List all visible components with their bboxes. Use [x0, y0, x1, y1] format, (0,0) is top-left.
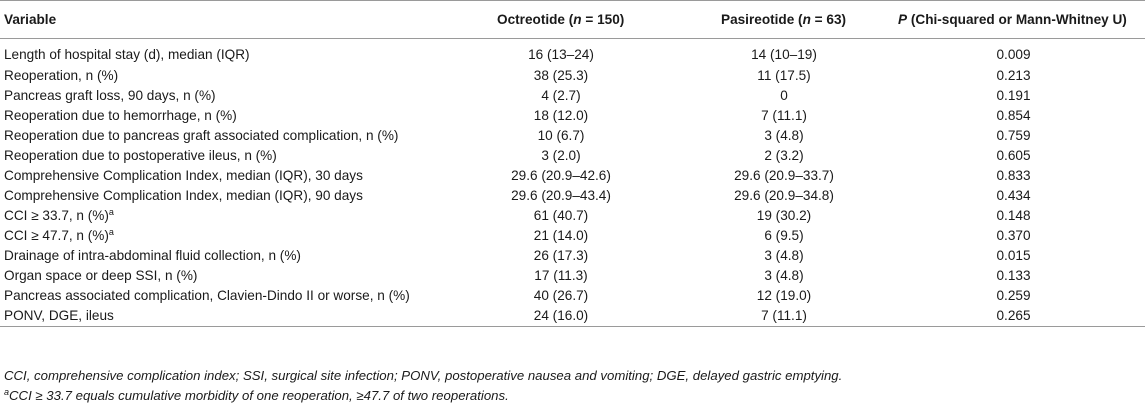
header-variable: Variable [0, 0, 436, 39]
table-row: Organ space or deep SSI, n (%) 17 (11.3) 3… [0, 265, 1145, 285]
cell-octreotide: 61 (40.7) [533, 207, 589, 223]
cell-variable: PONV, DGE, ileus [0, 305, 436, 327]
cell-variable: Drainage of intra-abdominal fluid collec… [0, 245, 436, 265]
variable-label: PONV, DGE, ileus [4, 308, 114, 323]
cell-variable: Comprehensive Complication Index, median… [0, 185, 436, 205]
variable-label: Comprehensive Complication Index, median… [4, 167, 363, 183]
cell-p-value: 0.259 [996, 287, 1031, 303]
footnote-marker: a [108, 206, 114, 217]
table-row: Comprehensive Complication Index, median… [0, 185, 1145, 205]
cell-octreotide: 38 (25.3) [533, 67, 589, 83]
cell-p-value: 0.191 [996, 87, 1031, 103]
cell-variable: Reoperation due to postoperative ileus, … [0, 145, 436, 165]
variable-label: Reoperation, n (%) [4, 67, 119, 83]
table-row: Reoperation due to postoperative ileus, … [0, 145, 1145, 165]
cell-p-value: 0.370 [996, 227, 1031, 243]
variable-label: Organ space or deep SSI, n (%) [4, 267, 198, 283]
cell-octreotide: 4 (2.7) [541, 87, 581, 103]
cell-p-value: 0.148 [996, 207, 1031, 223]
table-footnotes: CCI, comprehensive complication index; S… [4, 366, 842, 406]
cell-p-value: 0.213 [996, 67, 1031, 83]
cell-variable: Comprehensive Complication Index, median… [0, 165, 436, 185]
header-pasireotide: Pasireotide (n = 63) [686, 0, 882, 39]
cell-variable: Pancreas associated complication, Clavie… [0, 285, 436, 305]
cell-p-value: 0.009 [996, 47, 1031, 62]
footnote-a-text: CCI ≥ 33.7 equals cumulative morbidity o… [9, 388, 509, 403]
cell-pasireotide: 0 [780, 87, 788, 103]
cell-octreotide: 29.6 (20.9–43.4) [511, 187, 611, 203]
variable-label: Pancreas associated complication, Clavie… [4, 287, 410, 303]
cell-variable: Reoperation, n (%) [0, 65, 436, 85]
variable-label: Reoperation due to hemorrhage, n (%) [4, 107, 237, 123]
variable-label: CCI ≥ 33.7, n (%) [4, 207, 109, 223]
cell-p-value: 0.015 [996, 247, 1031, 263]
cell-p-value: 0.759 [996, 127, 1031, 143]
cell-pasireotide: 12 (19.0) [756, 287, 812, 303]
table-row: Pancreas associated complication, Clavie… [0, 285, 1145, 305]
cell-variable: CCI ≥ 47.7, n (%)a [0, 225, 436, 245]
table-row: Reoperation due to pancreas graft associ… [0, 125, 1145, 145]
variable-label: Comprehensive Complication Index, median… [4, 187, 363, 203]
cell-p-value: 0.854 [996, 107, 1031, 123]
variable-label: CCI ≥ 47.7, n (%) [4, 227, 109, 243]
table-header: Variable Octreotide (n = 150) Pasireotid… [0, 0, 1145, 39]
table-row: Reoperation due to hemorrhage, n (%) 18 (… [0, 105, 1145, 125]
table-row: Reoperation, n (%) 38 (25.3) 11 (17.5) 0.21… [0, 65, 1145, 85]
results-table: Variable Octreotide (n = 150) Pasireotid… [0, 0, 1145, 327]
header-row: Variable Octreotide (n = 150) Pasireotid… [0, 0, 1145, 39]
cell-pasireotide: 29.6 (20.9–33.7) [734, 167, 834, 183]
cell-pasireotide: 7 (11.1) [686, 305, 882, 327]
variable-label: Length of hospital stay (d), median (IQR… [4, 47, 250, 62]
cell-octreotide: 24 (16.0) [436, 305, 686, 327]
cell-p-value: 0.833 [996, 167, 1031, 183]
footnote-abbreviations: CCI, comprehensive complication index; S… [4, 368, 843, 383]
cell-pasireotide: 3 (4.8) [764, 247, 804, 263]
cell-octreotide: 10 (6.7) [537, 127, 585, 143]
cell-octreotide: 21 (14.0) [533, 227, 589, 243]
cell-pasireotide: 14 (10–19) [751, 47, 817, 62]
cell-octreotide: 18 (12.0) [533, 107, 589, 123]
cell-octreotide: 17 (11.3) [534, 267, 588, 283]
footnote-a: aCCI ≥ 33.7 equals cumulative morbidity … [4, 386, 842, 406]
cell-variable: Reoperation due to hemorrhage, n (%) [0, 105, 436, 125]
cell-pasireotide: 3 (4.8) [764, 267, 804, 283]
cell-pasireotide: 2 (3.2) [764, 147, 804, 163]
table-body: Length of hospital stay (d), median (IQR… [0, 39, 1145, 327]
cell-variable: Pancreas graft loss, 90 days, n (%) [0, 85, 436, 105]
table-row: PONV, DGE, ileus 24 (16.0) 7 (11.1) 0.265 [0, 305, 1145, 327]
footnote-marker: a [108, 226, 114, 237]
cell-pasireotide: 19 (30.2) [756, 207, 812, 223]
table-row: Length of hospital stay (d), median (IQR… [0, 39, 1145, 66]
cell-octreotide: 3 (2.0) [541, 147, 581, 163]
variable-label: Reoperation due to pancreas graft associ… [4, 127, 399, 143]
cell-pasireotide: 3 (4.8) [764, 127, 804, 143]
cell-pasireotide: 6 (9.5) [764, 227, 804, 243]
cell-p-value: 0.133 [996, 267, 1031, 283]
table-row: CCI ≥ 47.7, n (%)a 21 (14.0) 6 (9.5) 0.370 [0, 225, 1145, 245]
table-row: Comprehensive Complication Index, median… [0, 165, 1145, 185]
cell-octreotide: 16 (13–24) [528, 47, 594, 62]
cell-octreotide: 40 (26.7) [533, 287, 589, 303]
cell-pasireotide: 11 (17.5) [757, 67, 811, 83]
cell-p-value: 0.605 [996, 147, 1031, 163]
cell-octreotide: 29.6 (20.9–42.6) [511, 167, 611, 183]
cell-p-value: 0.265 [882, 305, 1145, 327]
variable-label: Reoperation due to postoperative ileus, … [4, 147, 277, 163]
variable-label: Pancreas graft loss, 90 days, n (%) [4, 87, 216, 103]
variable-label: Drainage of intra-abdominal fluid collec… [4, 247, 301, 263]
header-p-value: P (Chi-squared or Mann-Whitney U) [882, 0, 1145, 39]
cell-variable: Length of hospital stay (d), median (IQR… [0, 39, 436, 66]
cell-variable: Reoperation due to pancreas graft associ… [0, 125, 436, 145]
cell-p-value: 0.434 [996, 187, 1031, 203]
table-row: CCI ≥ 33.7, n (%)a 61 (40.7) 19 (30.2) 0.14… [0, 205, 1145, 225]
cell-pasireotide: 29.6 (20.9–34.8) [734, 187, 834, 203]
cell-pasireotide: 7 (11.1) [761, 107, 807, 123]
footnote-a-marker: a [4, 387, 10, 397]
cell-octreotide: 26 (17.3) [533, 247, 589, 263]
table-row: Pancreas graft loss, 90 days, n (%) 4 (2.… [0, 85, 1145, 105]
cell-variable: CCI ≥ 33.7, n (%)a [0, 205, 436, 225]
header-octreotide: Octreotide (n = 150) [436, 0, 686, 39]
cell-variable: Organ space or deep SSI, n (%) [0, 265, 436, 285]
table-row: Drainage of intra-abdominal fluid collec… [0, 245, 1145, 265]
